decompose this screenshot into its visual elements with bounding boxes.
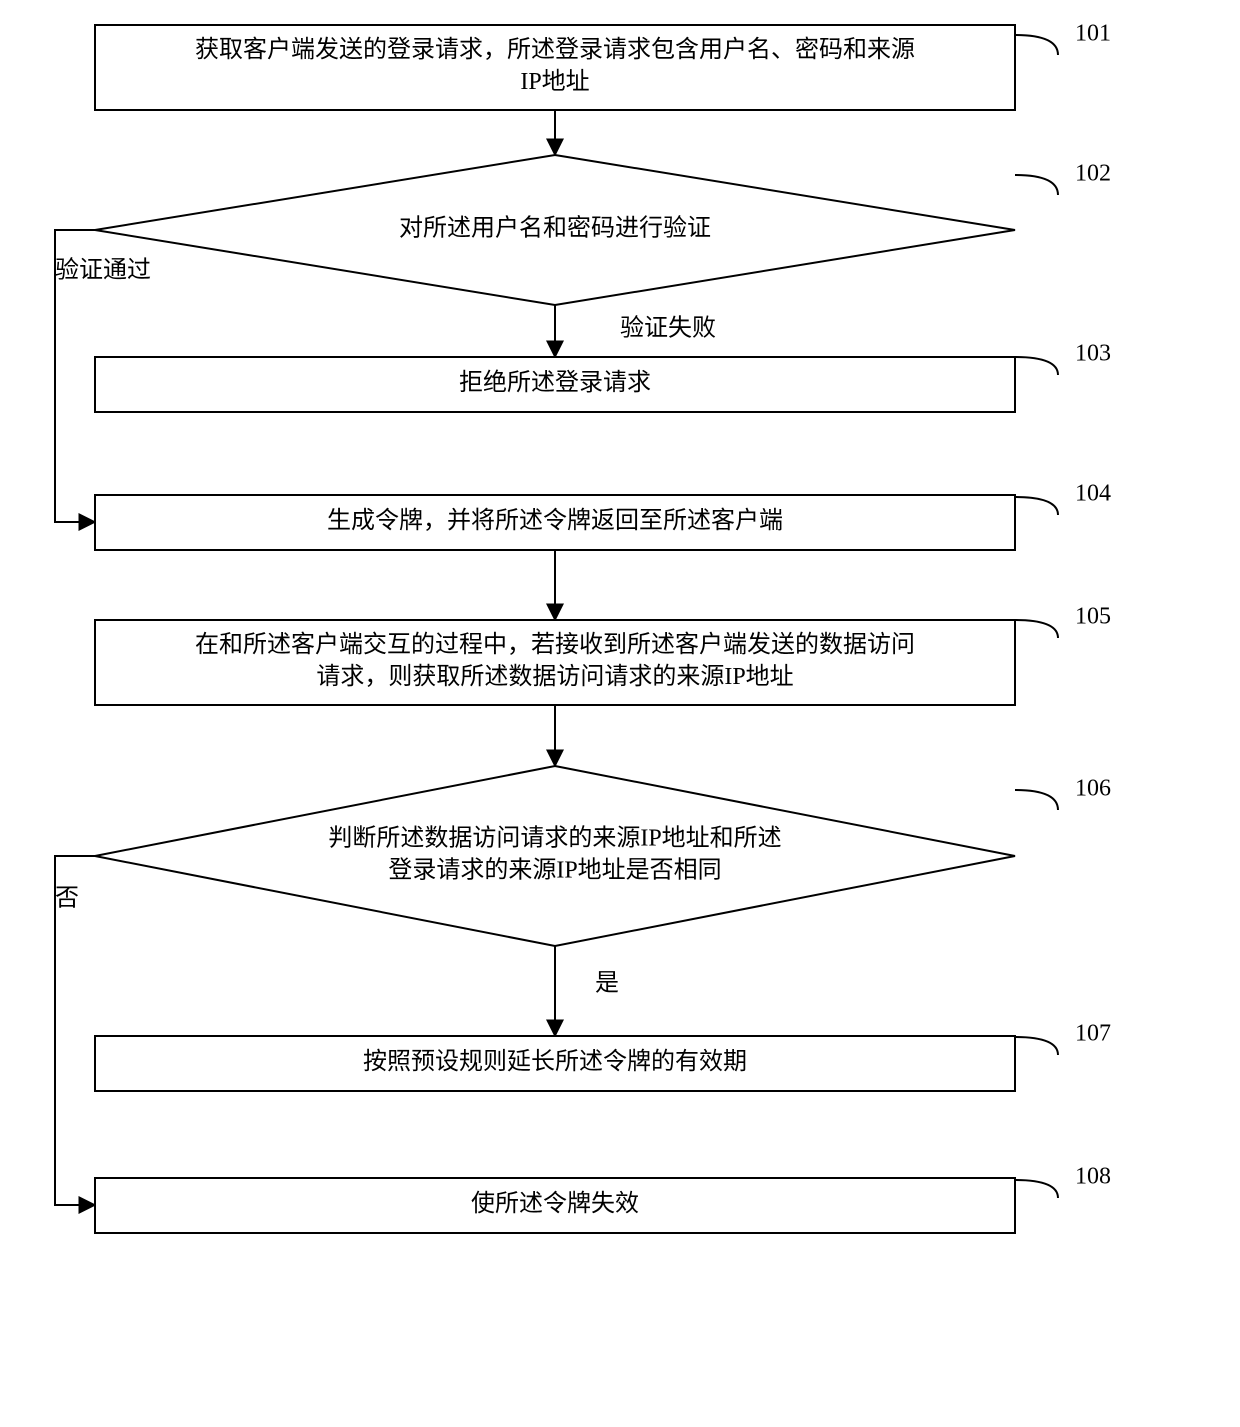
leader-1 (1015, 175, 1058, 195)
node-number-n103: 103 (1075, 341, 1111, 367)
node-number-n104: 104 (1075, 481, 1111, 507)
node-n103: 拒绝所述登录请求 (95, 357, 1015, 412)
edge-label-e6: 是 (595, 971, 619, 997)
node-n106: 判断所述数据访问请求的来源IP地址和所述登录请求的来源IP地址是否相同 (95, 766, 1015, 946)
leader-2 (1015, 357, 1058, 375)
node-n108: 使所述令牌失效 (95, 1178, 1015, 1233)
node-text-n103-0: 拒绝所述登录请求 (459, 369, 651, 396)
node-text-n106-0: 判断所述数据访问请求的来源IP地址和所述 (328, 825, 781, 852)
leader-3 (1015, 497, 1058, 515)
node-text-n104-0: 生成令牌，并将所述令牌返回至所述客户端 (327, 507, 783, 534)
node-text-n101-0: 获取客户端发送的登录请求，所述登录请求包含用户名、密码和来源 (195, 36, 915, 63)
node-n101: 获取客户端发送的登录请求，所述登录请求包含用户名、密码和来源 IP地址 (95, 25, 1015, 110)
node-text-n105-1: 请求，则获取所述数据访问请求的来源IP地址 (316, 663, 793, 690)
node-n104: 生成令牌，并将所述令牌返回至所述客户端 (95, 495, 1015, 550)
node-number-n102: 102 (1075, 161, 1111, 187)
node-text-n108-0: 使所述令牌失效 (471, 1190, 639, 1217)
edge-label-e7: 否 (55, 886, 79, 912)
node-number-n106: 106 (1075, 776, 1111, 802)
node-text-n106-1: 登录请求的来源IP地址是否相同 (388, 857, 721, 884)
node-number-n108: 108 (1075, 1164, 1111, 1190)
edge-label-e3: 验证通过 (55, 257, 151, 284)
node-number-n105: 105 (1075, 604, 1111, 630)
leader-5 (1015, 790, 1058, 810)
node-n105: 在和所述客户端交互的过程中，若接收到所述客户端发送的数据访问请求，则获取所述数据… (95, 620, 1015, 705)
node-text-n107-0: 按照预设规则延长所述令牌的有效期 (363, 1048, 747, 1075)
node-text-n102-0: 对所述用户名和密码进行验证 (399, 215, 711, 242)
edge-label-e2: 验证失败 (620, 315, 716, 342)
node-text-n105-0: 在和所述客户端交互的过程中，若接收到所述客户端发送的数据访问 (195, 631, 915, 658)
leader-6 (1015, 1037, 1058, 1055)
leader-0 (1015, 35, 1058, 55)
node-number-n101: 101 (1075, 21, 1111, 47)
node-text-n101-1: IP地址 (520, 68, 589, 95)
leader-7 (1015, 1180, 1058, 1198)
node-number-n107: 107 (1075, 1021, 1111, 1047)
leader-4 (1015, 620, 1058, 638)
flowchart-svg: 验证失败 验证通过是 否 获取客户端发送的登录请求，所述登录请求包含用户名、密码和来源… (0, 0, 1240, 1427)
node-n102: 对所述用户名和密码进行验证 (95, 155, 1015, 305)
node-n107: 按照预设规则延长所述令牌的有效期 (95, 1036, 1015, 1091)
